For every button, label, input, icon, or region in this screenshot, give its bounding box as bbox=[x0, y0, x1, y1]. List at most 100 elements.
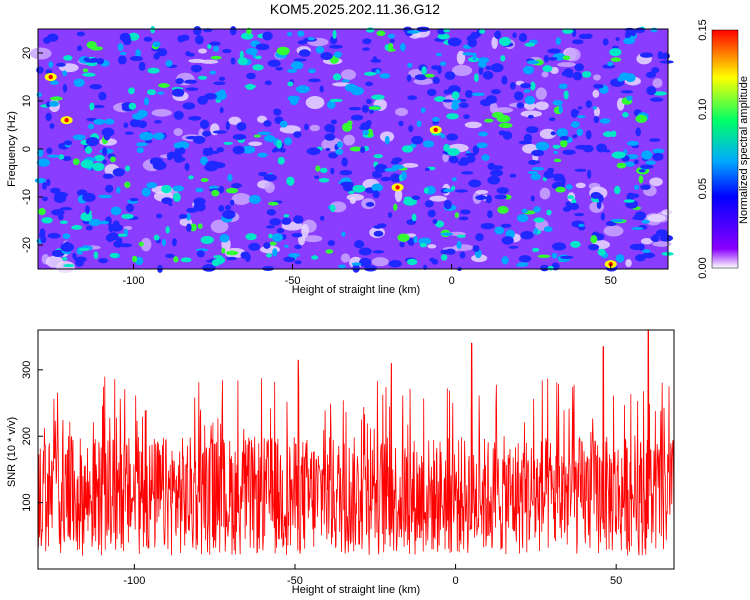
spectrogram-cell bbox=[200, 178, 209, 183]
spectrogram-texture bbox=[442, 152, 449, 163]
spectrogram-cell bbox=[185, 87, 199, 91]
spectrogram-y-tick-label: -20 bbox=[21, 237, 33, 253]
spectrogram-cell bbox=[638, 175, 644, 184]
spectrogram-cell bbox=[232, 145, 245, 155]
spectrogram-cell bbox=[494, 30, 502, 40]
spectrogram-cell bbox=[225, 250, 239, 256]
spectrogram-cell bbox=[295, 85, 310, 94]
spectrogram-cell bbox=[596, 143, 607, 153]
spectrogram-cell bbox=[137, 109, 148, 118]
spectrogram-cell bbox=[451, 99, 462, 104]
spectrogram-cell bbox=[372, 171, 380, 176]
spectrogram-cell bbox=[466, 154, 476, 163]
spectrogram-cell bbox=[403, 197, 417, 206]
spectrogram-cell bbox=[85, 136, 99, 147]
spectrogram-cell bbox=[440, 133, 446, 139]
spectrogram-cell bbox=[435, 52, 442, 57]
spectrogram-cell bbox=[407, 95, 418, 101]
spectrogram-cell bbox=[93, 251, 99, 260]
spectrogram-cell bbox=[616, 162, 627, 169]
spectrogram-cell bbox=[263, 242, 271, 249]
spectrogram-cell bbox=[593, 83, 604, 89]
spectrogram-cell bbox=[197, 95, 209, 105]
spectrogram-cell bbox=[293, 131, 302, 138]
spectrogram-cell bbox=[202, 264, 216, 272]
spectrogram-cell bbox=[459, 102, 469, 109]
spectrogram-cell bbox=[592, 106, 597, 110]
spectrogram-cell bbox=[294, 260, 302, 265]
spectrogram-cell bbox=[432, 76, 440, 85]
spectrogram-cell bbox=[85, 205, 90, 215]
spectrogram-cell bbox=[161, 197, 173, 205]
spectrogram-cell bbox=[197, 75, 208, 80]
spectrogram-cell bbox=[518, 32, 528, 43]
snr-y-tick-label: 200 bbox=[21, 427, 33, 445]
spectrogram-cell bbox=[246, 72, 256, 80]
spectrogram-cell bbox=[611, 45, 619, 50]
spectrogram-cell bbox=[535, 141, 550, 151]
spectrogram-cell bbox=[530, 173, 541, 181]
spectrogram-cell bbox=[418, 237, 432, 245]
spectrogram-cell bbox=[474, 73, 479, 83]
spectrogram-cell bbox=[359, 125, 369, 131]
spectrogram-cell bbox=[257, 152, 268, 158]
spectrogram-cell bbox=[53, 193, 67, 204]
snr-panel: -100 -50 0 50 100 200 300 Height of straight … bbox=[6, 329, 675, 596]
spectrogram-cell bbox=[88, 218, 102, 227]
spectrogram-cell bbox=[532, 247, 540, 253]
spectrogram-cell bbox=[335, 148, 344, 156]
spectrogram-cell bbox=[226, 187, 239, 194]
spectrogram-cell bbox=[138, 241, 144, 247]
spectrogram-texture bbox=[427, 244, 437, 249]
snr-y-tick-label: 300 bbox=[21, 361, 33, 379]
spectrogram-cell bbox=[129, 197, 139, 202]
spectrogram-cell bbox=[459, 251, 466, 259]
spectrogram-cell bbox=[245, 47, 258, 55]
spectrogram-cell bbox=[186, 207, 198, 213]
spectrogram-cell bbox=[432, 219, 438, 225]
spectrogram-cell bbox=[641, 219, 650, 224]
spectrogram-cell bbox=[85, 59, 98, 63]
spectrogram-cell bbox=[478, 131, 488, 137]
spectrogram-cell bbox=[400, 42, 406, 52]
spectrogram-cell bbox=[431, 65, 441, 70]
spectrogram-cell bbox=[102, 159, 107, 165]
spectrogram-cell bbox=[471, 92, 485, 97]
spectrogram-cell bbox=[421, 66, 427, 75]
spectrogram-cell bbox=[225, 121, 230, 131]
spectrogram-cell bbox=[447, 148, 460, 156]
spectrogram-cell bbox=[284, 137, 292, 146]
spectrogram-cell bbox=[96, 57, 104, 65]
spectrogram-cell bbox=[559, 135, 569, 141]
spectrogram-cell bbox=[527, 159, 538, 165]
spectrogram-cell bbox=[480, 99, 492, 107]
spectrogram-cell bbox=[379, 73, 391, 79]
spectrogram-cell bbox=[173, 192, 181, 202]
spectrogram-cell bbox=[216, 147, 224, 153]
spectrogram-cell bbox=[576, 128, 584, 137]
spectrogram-cell bbox=[73, 78, 85, 88]
spectrogram-cell bbox=[98, 194, 113, 199]
spectrogram-cell bbox=[339, 170, 353, 176]
spectrogram-cell bbox=[158, 83, 170, 88]
spectrogram-cell bbox=[279, 147, 286, 153]
spectrogram-cell bbox=[641, 150, 653, 160]
spectrogram-cell bbox=[213, 81, 226, 86]
spectrogram-cell bbox=[500, 223, 512, 228]
spectrogram-cell bbox=[456, 240, 462, 250]
spectrogram-cell bbox=[136, 147, 144, 154]
spectrogram-texture bbox=[343, 134, 355, 146]
spectrogram-cell bbox=[555, 186, 566, 193]
spectrogram-cell bbox=[623, 199, 635, 203]
spectrogram-cell bbox=[660, 52, 670, 60]
spectrogram-cell bbox=[161, 184, 172, 194]
spectrogram-cell bbox=[487, 175, 501, 185]
spectrogram-cell bbox=[218, 185, 225, 194]
spectrogram-cell bbox=[437, 33, 450, 40]
spectrogram-cell bbox=[641, 249, 651, 254]
spectrogram-cell bbox=[365, 81, 374, 87]
spectrogram-cell bbox=[64, 140, 73, 146]
spectrogram-cell bbox=[531, 149, 545, 157]
spectrogram-cell bbox=[105, 184, 114, 193]
